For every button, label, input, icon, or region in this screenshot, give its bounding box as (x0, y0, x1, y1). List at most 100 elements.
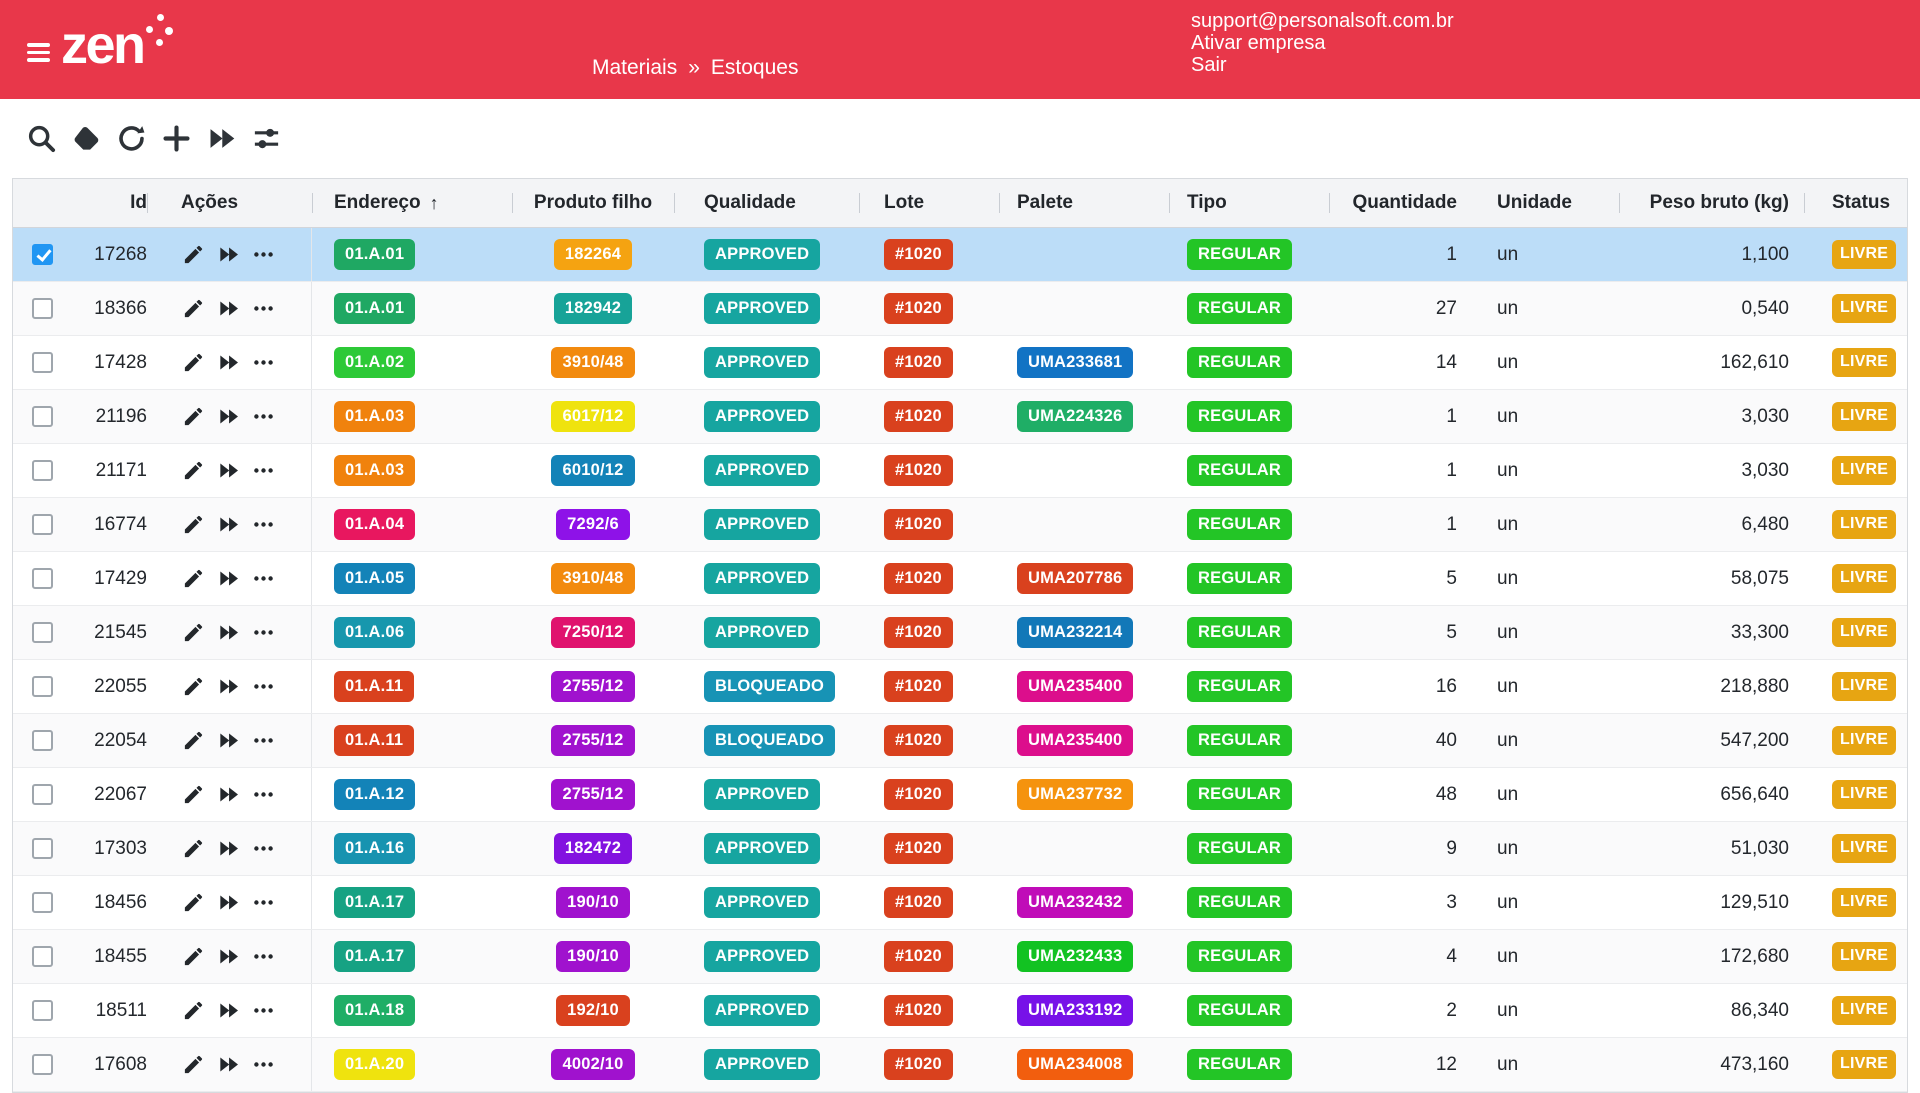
edit-action-button[interactable] (181, 1052, 206, 1077)
fast-forward-action-button[interactable] (216, 1052, 241, 1077)
table-row[interactable]: 21196 01.A.03 6017/12 APPROVED #1020 UMA… (13, 390, 1907, 444)
fast-forward-action-button[interactable] (216, 674, 241, 699)
column-header-acoes[interactable]: Ações (147, 179, 312, 227)
edit-action-button[interactable] (181, 674, 206, 699)
table-row[interactable]: 17428 01.A.02 3910/48 APPROVED #1020 UMA… (13, 336, 1907, 390)
edit-action-button[interactable] (181, 458, 206, 483)
fast-forward-action-button[interactable] (216, 404, 241, 429)
column-header-id[interactable]: Id (71, 179, 147, 227)
table-row[interactable]: 17429 01.A.05 3910/48 APPROVED #1020 UMA… (13, 552, 1907, 606)
edit-action-button[interactable] (181, 566, 206, 591)
add-button[interactable] (156, 119, 196, 159)
column-header-lote[interactable]: Lote (859, 179, 999, 227)
more-actions-action-button[interactable] (251, 674, 276, 699)
breadcrumb-estoques[interactable]: Estoques (710, 56, 799, 79)
row-checkbox[interactable] (31, 298, 53, 319)
column-header-status[interactable]: Status (1804, 179, 1907, 227)
fast-forward-action-button[interactable] (216, 728, 241, 753)
row-checkbox[interactable] (31, 352, 53, 373)
filter-button[interactable] (246, 119, 286, 159)
table-row[interactable]: 16774 01.A.04 7292/6 APPROVED #1020 REGU… (13, 498, 1907, 552)
more-actions-action-button[interactable] (251, 620, 276, 645)
table-row[interactable]: 22054 01.A.11 2755/12 BLOQUEADO #1020 UM… (13, 714, 1907, 768)
column-header-quantidade[interactable]: Quantidade (1329, 179, 1469, 227)
fast-forward-action-button[interactable] (216, 782, 241, 807)
fast-forward-action-button[interactable] (216, 890, 241, 915)
search-button[interactable] (21, 119, 61, 159)
fast-forward-action-button[interactable] (216, 512, 241, 537)
edit-action-button[interactable] (181, 512, 206, 537)
more-actions-action-button[interactable] (251, 296, 276, 321)
table-row[interactable]: 18456 01.A.17 190/10 APPROVED #1020 UMA2… (13, 876, 1907, 930)
breadcrumb-materiais[interactable]: Materiais (592, 56, 678, 79)
edit-action-button[interactable] (181, 728, 206, 753)
fast-forward-action-button[interactable] (216, 836, 241, 861)
more-actions-action-button[interactable] (251, 836, 276, 861)
fast-forward-action-button[interactable] (216, 350, 241, 375)
more-actions-action-button[interactable] (251, 728, 276, 753)
edit-action-button[interactable] (181, 836, 206, 861)
edit-action-button[interactable] (181, 404, 206, 429)
menu-hamburger-icon[interactable] (27, 43, 50, 62)
fast-forward-action-button[interactable] (216, 944, 241, 969)
row-checkbox[interactable] (31, 406, 53, 427)
column-header-tipo[interactable]: Tipo (1169, 179, 1329, 227)
row-checkbox[interactable] (31, 622, 53, 643)
fast-forward-button[interactable] (201, 119, 241, 159)
more-actions-action-button[interactable] (251, 944, 276, 969)
fast-forward-action-button[interactable] (216, 566, 241, 591)
more-actions-action-button[interactable] (251, 242, 276, 267)
column-header-endereco[interactable]: Endereço ↑ (312, 179, 512, 227)
column-header-produto[interactable]: Produto filho (512, 179, 674, 227)
table-row[interactable]: 22055 01.A.11 2755/12 BLOQUEADO #1020 UM… (13, 660, 1907, 714)
fast-forward-action-button[interactable] (216, 242, 241, 267)
edit-action-button[interactable] (181, 944, 206, 969)
ativar-empresa-link[interactable]: Ativar empresa (1191, 32, 1326, 54)
more-actions-action-button[interactable] (251, 890, 276, 915)
edit-action-button[interactable] (181, 620, 206, 645)
row-checkbox[interactable] (31, 568, 53, 589)
row-checkbox[interactable] (31, 730, 53, 751)
table-row[interactable]: 21545 01.A.06 7250/12 APPROVED #1020 UMA… (13, 606, 1907, 660)
column-header-unidade[interactable]: Unidade (1469, 179, 1619, 227)
edit-action-button[interactable] (181, 782, 206, 807)
eraser-button[interactable] (66, 119, 106, 159)
edit-action-button[interactable] (181, 350, 206, 375)
row-checkbox[interactable] (31, 892, 53, 913)
refresh-button[interactable] (111, 119, 151, 159)
row-checkbox[interactable] (31, 676, 53, 697)
table-row[interactable]: 22067 01.A.12 2755/12 APPROVED #1020 UMA… (13, 768, 1907, 822)
row-checkbox[interactable] (31, 784, 53, 805)
fast-forward-action-button[interactable] (216, 296, 241, 321)
fast-forward-action-button[interactable] (216, 458, 241, 483)
edit-action-button[interactable] (181, 890, 206, 915)
more-actions-action-button[interactable] (251, 404, 276, 429)
column-header-palete[interactable]: Palete (999, 179, 1169, 227)
table-row[interactable]: 18511 01.A.18 192/10 APPROVED #1020 UMA2… (13, 984, 1907, 1038)
more-actions-action-button[interactable] (251, 1052, 276, 1077)
support-email-link[interactable]: support@personalsoft.com.br (1191, 10, 1454, 32)
more-actions-action-button[interactable] (251, 458, 276, 483)
row-checkbox[interactable] (31, 244, 53, 265)
row-checkbox[interactable] (31, 946, 53, 967)
more-actions-action-button[interactable] (251, 782, 276, 807)
fast-forward-action-button[interactable] (216, 620, 241, 645)
edit-action-button[interactable] (181, 998, 206, 1023)
table-row[interactable]: 17268 01.A.01 182264 APPROVED #1020 REGU… (13, 228, 1907, 282)
table-row[interactable]: 18366 01.A.01 182942 APPROVED #1020 REGU… (13, 282, 1907, 336)
edit-action-button[interactable] (181, 242, 206, 267)
row-checkbox[interactable] (31, 1000, 53, 1021)
row-checkbox[interactable] (31, 1054, 53, 1075)
row-checkbox[interactable] (31, 838, 53, 859)
table-row[interactable]: 17303 01.A.16 182472 APPROVED #1020 REGU… (13, 822, 1907, 876)
fast-forward-action-button[interactable] (216, 998, 241, 1023)
more-actions-action-button[interactable] (251, 566, 276, 591)
edit-action-button[interactable] (181, 296, 206, 321)
sair-link[interactable]: Sair (1191, 54, 1227, 76)
table-row[interactable]: 17608 01.A.20 4002/10 APPROVED #1020 UMA… (13, 1038, 1907, 1092)
column-header-peso[interactable]: Peso bruto (kg) (1619, 179, 1804, 227)
table-row[interactable]: 21171 01.A.03 6010/12 APPROVED #1020 REG… (13, 444, 1907, 498)
more-actions-action-button[interactable] (251, 512, 276, 537)
more-actions-action-button[interactable] (251, 998, 276, 1023)
more-actions-action-button[interactable] (251, 350, 276, 375)
